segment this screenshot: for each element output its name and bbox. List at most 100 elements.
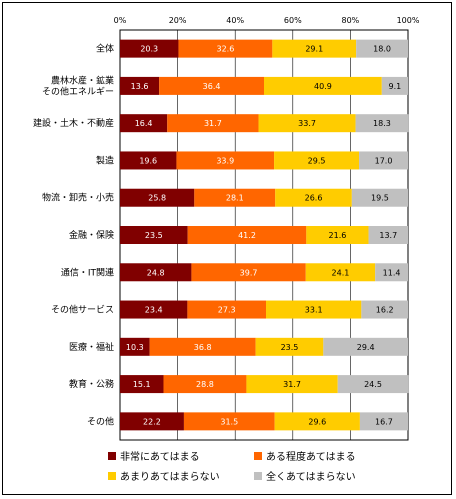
bar-segment bbox=[305, 263, 376, 282]
data-label: 33.1 bbox=[305, 306, 323, 315]
data-label: 36.8 bbox=[194, 343, 212, 352]
data-label: 33.7 bbox=[298, 119, 316, 128]
bar-segment bbox=[337, 375, 409, 394]
x-tick-label: 0% bbox=[114, 16, 127, 25]
bar-segment bbox=[246, 375, 338, 394]
data-label: 17.0 bbox=[375, 156, 393, 165]
data-label: 33.9 bbox=[216, 156, 234, 165]
bar-segment bbox=[120, 412, 184, 431]
bar-segment bbox=[375, 263, 408, 282]
data-label: 25.8 bbox=[148, 194, 166, 203]
data-label: 24.5 bbox=[364, 380, 382, 389]
bar-segment bbox=[194, 188, 276, 207]
data-label: 39.7 bbox=[240, 268, 258, 277]
data-label: 16.2 bbox=[376, 306, 394, 315]
legend-label: 全くあてはまらない bbox=[266, 470, 356, 483]
bar-segment bbox=[149, 337, 256, 356]
x-tick-label: 40% bbox=[226, 16, 244, 25]
category-label: 金融・保険 bbox=[69, 229, 114, 241]
data-label: 23.4 bbox=[145, 306, 163, 315]
category-label: 医療・福祉 bbox=[69, 341, 114, 353]
bar-segment bbox=[178, 39, 273, 58]
data-label: 18.0 bbox=[373, 45, 391, 54]
category-label: 製造 bbox=[96, 154, 114, 166]
data-label: 24.8 bbox=[147, 268, 165, 277]
data-label: 29.6 bbox=[308, 417, 326, 426]
bar-segment bbox=[361, 300, 408, 319]
bar-segment bbox=[355, 114, 409, 133]
bar-segment bbox=[120, 76, 160, 95]
bar-segment bbox=[120, 263, 192, 282]
data-label: 19.6 bbox=[139, 156, 157, 165]
x-tick-label: 20% bbox=[169, 16, 187, 25]
legend-swatch bbox=[108, 452, 116, 460]
data-label: 40.9 bbox=[314, 82, 332, 91]
category-label: その他 bbox=[87, 415, 114, 427]
data-label: 29.4 bbox=[357, 343, 375, 352]
category-label: 全体 bbox=[96, 43, 114, 55]
bar-segment bbox=[272, 39, 357, 58]
bar-segment bbox=[120, 300, 188, 319]
data-label: 27.3 bbox=[218, 306, 236, 315]
data-label: 20.3 bbox=[140, 45, 158, 54]
data-label: 32.6 bbox=[217, 45, 235, 54]
x-tick-label: 60% bbox=[284, 16, 302, 25]
legend-swatch bbox=[254, 472, 262, 480]
data-label: 16.7 bbox=[375, 417, 393, 426]
legend-label: 非常にあてはまる bbox=[120, 450, 200, 463]
bar-segment bbox=[274, 151, 360, 170]
category-label: 物流・卸売・小売 bbox=[42, 192, 114, 204]
bar-segment bbox=[120, 151, 177, 170]
bar-segment bbox=[187, 300, 267, 319]
bar-segment bbox=[381, 76, 408, 95]
category-label: 通信・IT関連 bbox=[61, 266, 114, 278]
x-tick-label: 80% bbox=[342, 16, 360, 25]
bar-segment bbox=[163, 375, 247, 394]
data-label: 23.5 bbox=[281, 343, 299, 352]
data-label: 21.6 bbox=[329, 231, 347, 240]
category-label: 教育・公務 bbox=[69, 378, 114, 390]
data-label: 28.8 bbox=[196, 380, 214, 389]
data-label: 9.1 bbox=[389, 82, 402, 91]
data-label: 31.5 bbox=[220, 417, 238, 426]
data-label: 18.3 bbox=[373, 119, 391, 128]
bar-segment bbox=[176, 151, 275, 170]
bar-segment bbox=[359, 412, 408, 431]
data-label: 13.6 bbox=[131, 82, 149, 91]
category-label: 建設・土木・不動産 bbox=[33, 117, 114, 129]
data-label: 36.4 bbox=[203, 82, 221, 91]
x-tick-label: 100% bbox=[397, 16, 420, 25]
data-label: 31.7 bbox=[204, 119, 222, 128]
bar-segment bbox=[191, 263, 306, 282]
data-label: 24.1 bbox=[332, 268, 350, 277]
data-label: 13.7 bbox=[379, 231, 397, 240]
data-label: 19.5 bbox=[371, 194, 389, 203]
bar-segment bbox=[274, 412, 360, 431]
bar-segment bbox=[306, 226, 369, 244]
bar-segment bbox=[351, 188, 408, 207]
legend-swatch bbox=[254, 452, 262, 460]
bar-segment bbox=[187, 226, 307, 244]
data-label: 16.4 bbox=[135, 119, 153, 128]
data-label: 22.2 bbox=[143, 417, 161, 426]
legend-label: あまりあてはまらない bbox=[120, 471, 220, 483]
legend-label: ある程度あてはまる bbox=[266, 450, 356, 463]
bar-segment bbox=[264, 76, 382, 95]
bar-segment bbox=[183, 412, 275, 431]
bar-segment bbox=[266, 300, 362, 319]
bar-segment bbox=[120, 188, 195, 207]
legend-swatch bbox=[108, 472, 116, 480]
bar-segment bbox=[323, 337, 408, 356]
bar-segment bbox=[258, 114, 356, 133]
category-label: 農林水産・鉱業 bbox=[51, 74, 114, 86]
data-label: 23.5 bbox=[145, 231, 163, 240]
bar-segment bbox=[120, 114, 168, 133]
category-label: その他サービス bbox=[51, 304, 114, 316]
data-label: 26.6 bbox=[305, 194, 323, 203]
data-label: 28.1 bbox=[226, 194, 244, 203]
bar-segment bbox=[356, 39, 408, 58]
data-label: 31.7 bbox=[283, 380, 301, 389]
bar-segment bbox=[368, 226, 408, 244]
bar-segment bbox=[120, 375, 164, 394]
